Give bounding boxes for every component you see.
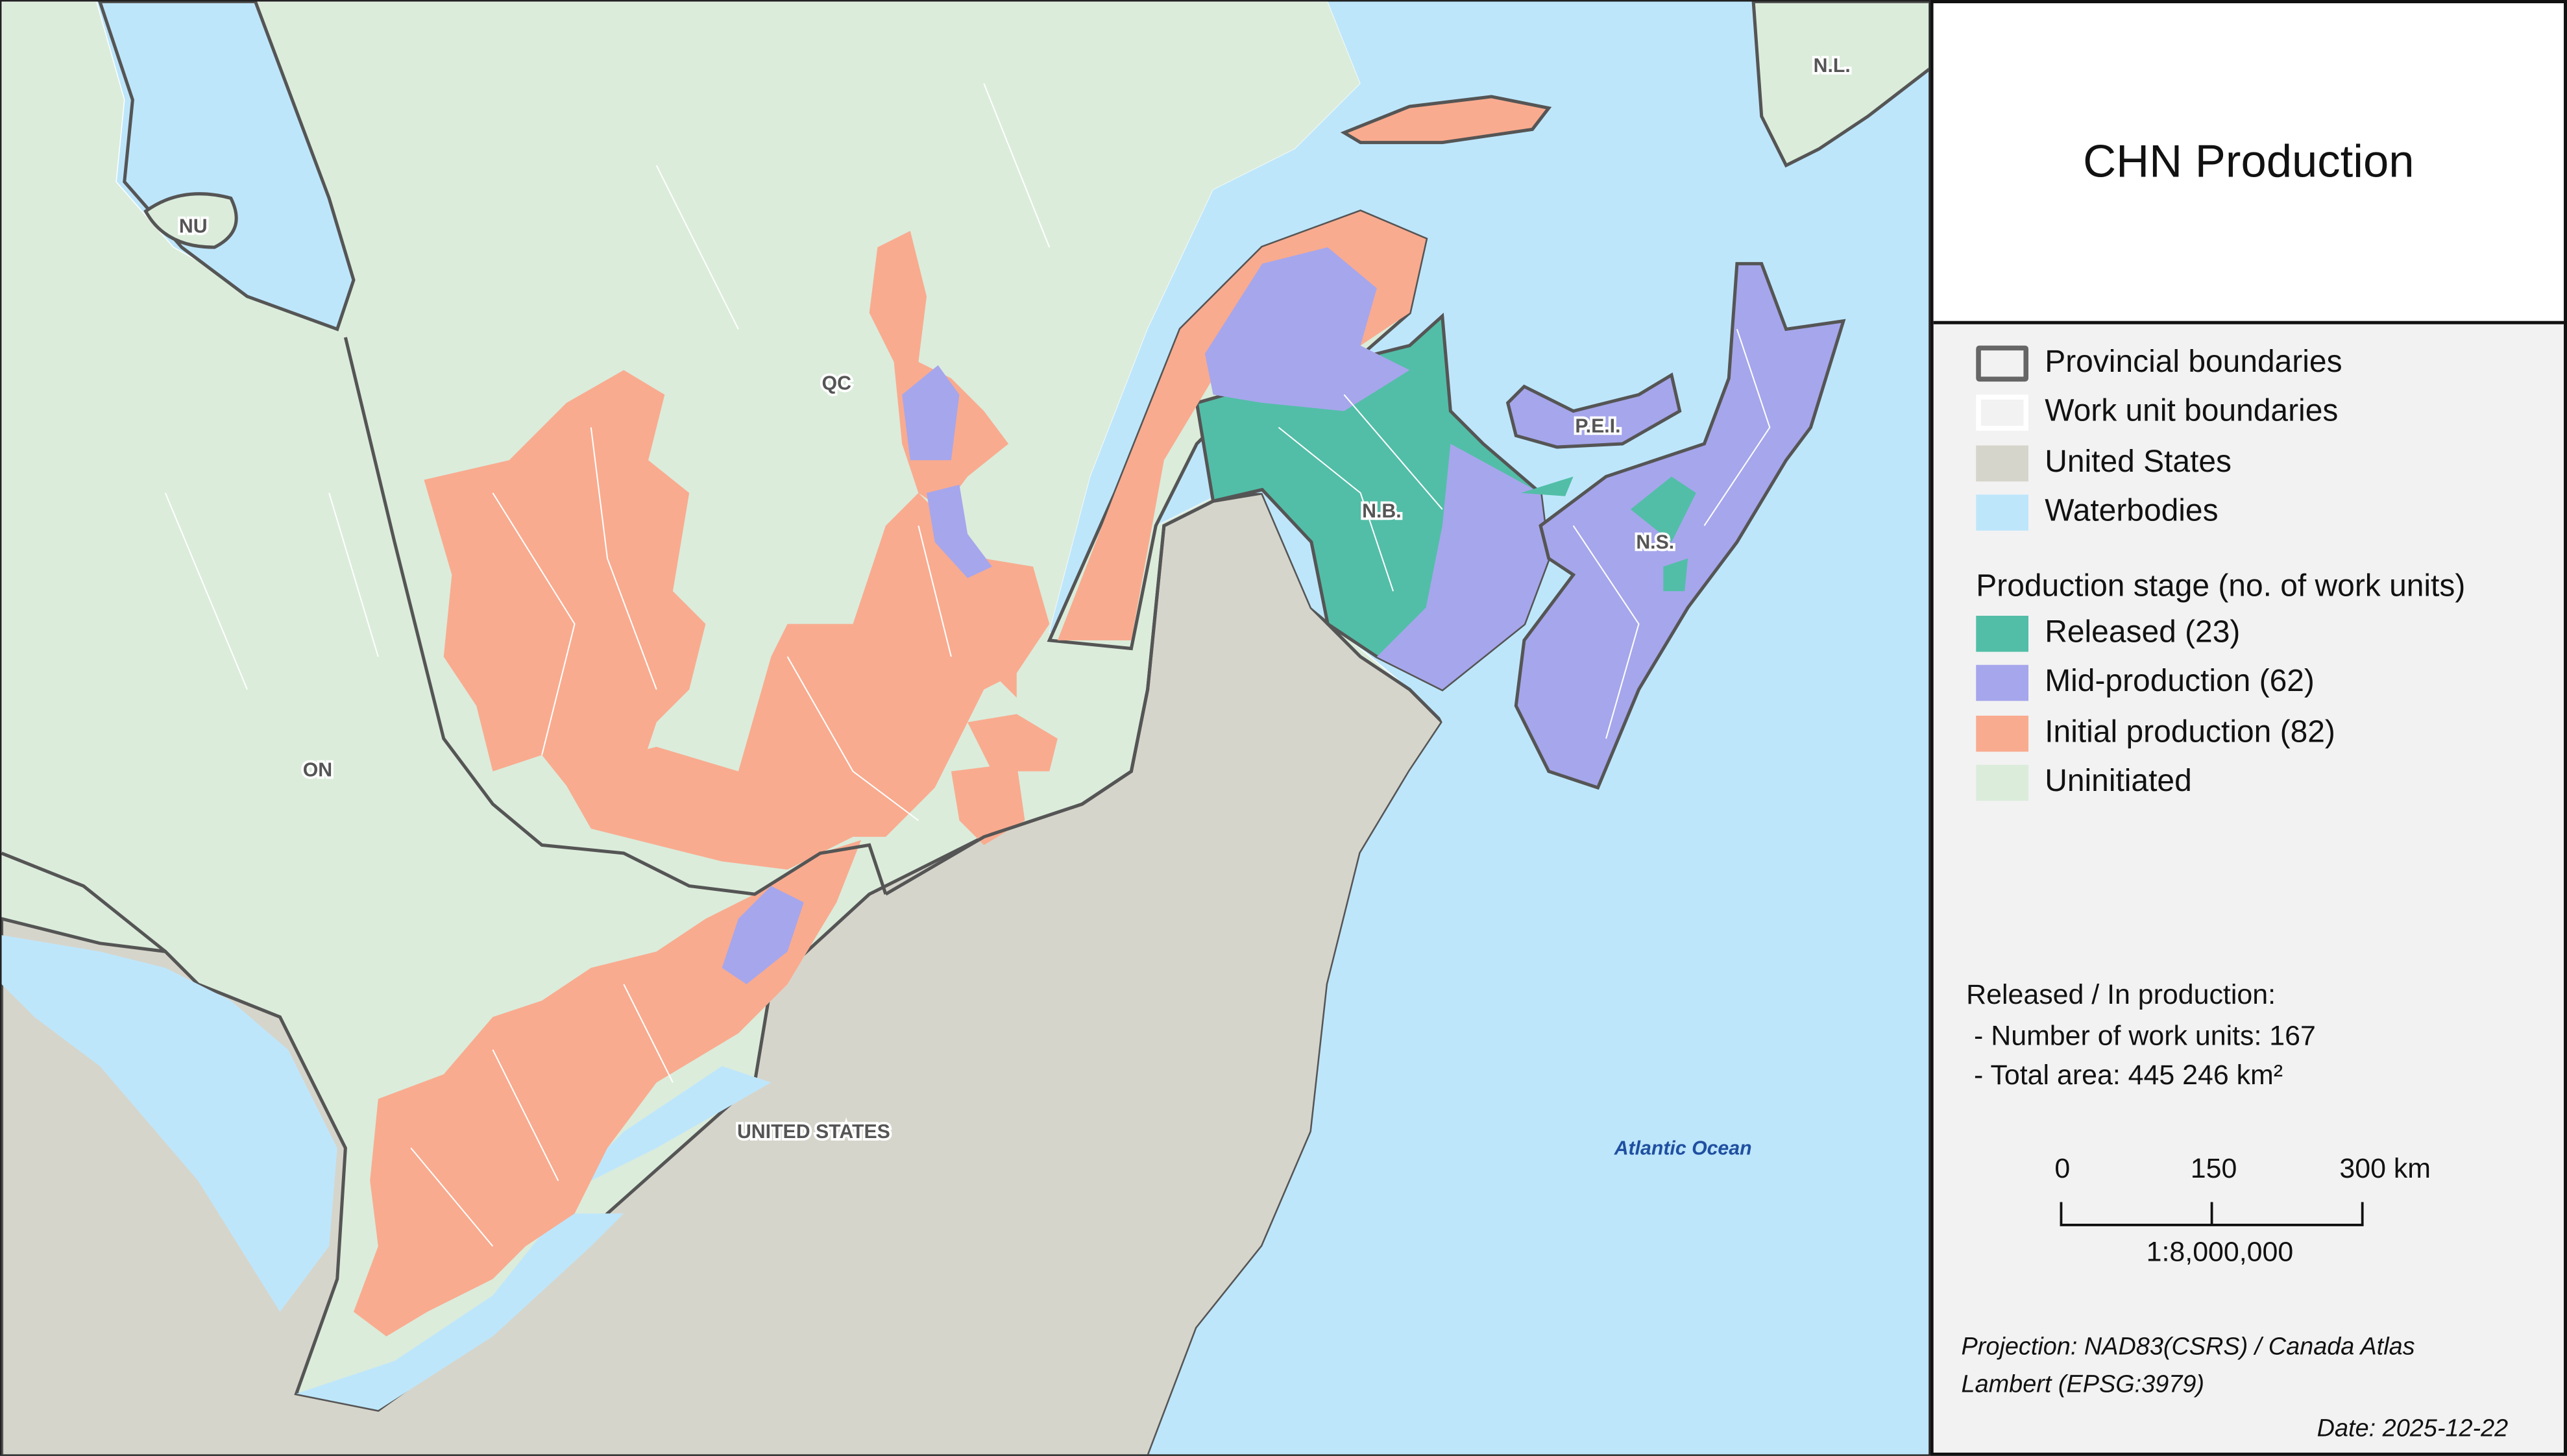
- swatch-provincial: [1976, 345, 2028, 382]
- stats-heading: Released / In production:: [1966, 979, 2276, 1011]
- scale-tick-150: 150: [2190, 1152, 2237, 1184]
- work-unit-boundaries: [164, 83, 1771, 1247]
- map-view[interactable]: NU QC ON N.B. P.E.I. N.S. N.L. UNITED ST…: [0, 0, 1930, 1456]
- stats-units: - Number of work units: 167: [1966, 1020, 2316, 1052]
- label-on: ON: [303, 759, 332, 781]
- legend-mid-production: Mid-production (62): [1976, 663, 2315, 703]
- swatch-water: [1976, 494, 2028, 531]
- legend-provincial-boundaries: Provincial boundaries: [1976, 344, 2342, 383]
- legend-label: United States: [2045, 445, 2232, 480]
- legend-label: Work unit boundaries: [2045, 394, 2339, 430]
- scale-ratio: 1:8,000,000: [2146, 1236, 2294, 1268]
- legend-initial-production: Initial production (82): [1976, 714, 2335, 753]
- quebec-initial-west: [424, 370, 706, 796]
- legend-label: Mid-production (62): [2045, 664, 2315, 699]
- label-nu: NU: [179, 215, 208, 237]
- anticosti-initial: [1340, 95, 1552, 145]
- legend-label: Released (23): [2045, 616, 2241, 651]
- quebec-mid-1: [902, 365, 960, 461]
- swatch-uninitiated: [1976, 764, 2028, 801]
- quebec-mid-2: [927, 485, 992, 578]
- swatch-us: [1976, 445, 2028, 482]
- quebec-initial-north: [869, 230, 1009, 509]
- scale-tick-0: 0: [2054, 1152, 2071, 1184]
- quebec-initial-center: [558, 492, 1050, 870]
- label-united-states: UNITED STATES: [737, 1121, 890, 1143]
- legend-stage-heading: Production stage (no. of work units): [1976, 568, 2465, 608]
- label-pei: P.E.I.: [1575, 415, 1620, 437]
- title-box: CHN Production: [1933, 3, 2564, 324]
- quebec-initial-small: [951, 673, 1058, 845]
- scale-tick-300: 300 km: [2339, 1152, 2431, 1184]
- newfoundland: [1751, 1, 1929, 168]
- map-date: Date: 2025-12-22: [2317, 1414, 2509, 1443]
- legend-heading: Production stage (no. of work units): [1976, 570, 2466, 605]
- pei: [1505, 372, 1682, 449]
- ontario-mid: [722, 886, 804, 984]
- label-nb: N.B.: [1362, 501, 1402, 522]
- bay-water: [98, 1, 356, 332]
- legend-label: Uninitiated: [2045, 764, 2192, 799]
- provincial-boundaries: [1, 337, 1263, 953]
- stats-area: - Total area: 445 246 km²: [1966, 1060, 2283, 1091]
- legend-label: Provincial boundaries: [2045, 345, 2342, 380]
- legend-label: Initial production (82): [2045, 715, 2335, 750]
- label-ns: N.S.: [1636, 532, 1674, 553]
- map-canvas: NU QC ON N.B. P.E.I. N.S. N.L. UNITED ST…: [1, 1, 1929, 1455]
- map-title: CHN Production: [2083, 136, 2415, 187]
- legend-work-unit-boundaries: Work unit boundaries: [1976, 393, 2338, 433]
- legend-uninitiated: Uninitiated: [1976, 763, 2192, 803]
- swatch-released: [1976, 616, 2028, 652]
- legend-waterbodies: Waterbodies: [1976, 493, 2219, 533]
- label-nl: N.L.: [1814, 55, 1851, 77]
- island-nu: [143, 192, 238, 249]
- label-qc: QC: [822, 373, 852, 394]
- lake-huron: [1, 935, 337, 1312]
- legend-released: Released (23): [1976, 614, 2240, 654]
- ns-released: [1520, 476, 1696, 592]
- nb-east-mid: [1376, 444, 1549, 690]
- gaspe-mid: [1204, 247, 1410, 411]
- projection-line-2: Lambert (EPSG:3979): [1961, 1370, 2204, 1399]
- label-atlantic-ocean: Atlantic Ocean: [1614, 1137, 1752, 1159]
- scale-line: [2060, 1202, 2364, 1226]
- swatch-initial: [1976, 715, 2028, 752]
- legend-label: Waterbodies: [2045, 494, 2219, 529]
- lake-erie-ontario: [296, 1066, 772, 1411]
- legend-panel: CHN Production Provincial boundaries Wor…: [1930, 0, 2567, 1456]
- projection-line-1: Projection: NAD83(CSRS) / Canada Atlas: [1961, 1333, 2415, 1361]
- swatch-mid: [1976, 664, 2028, 701]
- legend-united-states: United States: [1976, 444, 2232, 483]
- swatch-work-unit: [1976, 394, 2028, 431]
